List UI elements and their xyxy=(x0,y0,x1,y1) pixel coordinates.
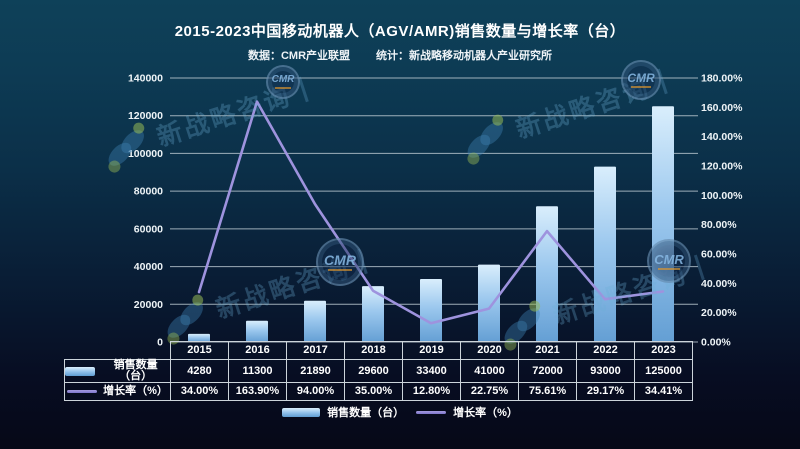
right-axis-tick-label: 180.00% xyxy=(701,73,743,85)
value-cell: 163.90% xyxy=(228,382,287,401)
value-cell: 75.61% xyxy=(518,382,577,401)
left-axis-tick-label: 60000 xyxy=(134,223,163,235)
sales-bar xyxy=(304,300,326,342)
sales-bar xyxy=(536,206,558,342)
header: 2015-2023中国移动机器人（AGV/AMR)销售数量与增长率（台） 数据：… xyxy=(0,20,800,63)
legend-item-sales: 销售数量（台） xyxy=(282,404,404,420)
value-cell: 29.17% xyxy=(576,382,635,401)
value-cell: 29600 xyxy=(344,359,403,383)
right-axis-tick-label: 80.00% xyxy=(701,219,737,231)
sales-bar xyxy=(478,264,500,342)
right-axis-tick-label: 100.00% xyxy=(701,190,743,202)
legend-bar-label: 销售数量（台） xyxy=(327,407,405,419)
left-axis-tick-label: 140000 xyxy=(128,73,163,85)
year-header-cell: 2020 xyxy=(460,341,519,360)
line-series-swatch-icon xyxy=(67,390,98,393)
page-title: 2015-2023中国移动机器人（AGV/AMR)销售数量与增长率（台） xyxy=(174,23,626,40)
value-cell: 33400 xyxy=(402,359,461,383)
value-cell: 34.41% xyxy=(634,382,693,401)
row-label-text: 增长率（%） xyxy=(103,385,168,397)
right-axis-tick-label: 120.00% xyxy=(701,161,743,173)
statistics-label: 统计：新战略移动机器人产业研究所 xyxy=(376,50,553,62)
growth-line xyxy=(197,100,665,325)
bar-series-swatch-icon xyxy=(65,366,96,376)
year-header-cell: 2023 xyxy=(634,341,693,360)
legend-item-growth: 增长率（%） xyxy=(416,404,518,420)
sales-bar xyxy=(420,279,442,342)
table-row: 销售数量（台） 4280 11300 21890 29600 33400 41000 7200… xyxy=(64,359,693,383)
value-cell: 4280 xyxy=(170,359,229,383)
right-axis-tick-label: 140.00% xyxy=(701,131,743,143)
row-label-text: 销售数量（台） xyxy=(113,359,158,382)
value-cell: 125000 xyxy=(634,359,693,383)
year-header-cell: 2016 xyxy=(228,341,287,360)
sales-bar xyxy=(188,333,210,342)
sales-bar xyxy=(652,106,674,343)
value-cell: 22.75% xyxy=(460,382,519,401)
sales-bar xyxy=(246,320,268,342)
value-cell: 12.80% xyxy=(402,382,461,401)
year-header-cell: 2017 xyxy=(286,341,345,360)
year-header-cell: 2019 xyxy=(402,341,461,360)
legend-line-label: 增长率（%） xyxy=(453,407,518,419)
legend: 销售数量（台） 增长率（%） xyxy=(0,404,800,420)
left-axis-tick-label: 80000 xyxy=(134,186,163,198)
table-row: 2015 2016 2017 2018 2019 2020 2021 2022 2023 xyxy=(65,341,693,360)
row-label-cell: 销售数量（台） xyxy=(64,359,171,383)
year-header-cell: 2015 xyxy=(170,341,229,360)
data-table: 2015 2016 2017 2018 2019 2020 2021 2022 2023 销售数量… xyxy=(64,341,693,401)
right-axis-tick-label: 40.00% xyxy=(701,278,737,290)
sales-bar xyxy=(594,166,616,342)
value-cell: 93000 xyxy=(576,359,635,383)
data-source-label: 数据：CMR产业联盟 xyxy=(247,50,351,62)
left-axis-tick-label: 100000 xyxy=(128,148,163,160)
table-corner-cell xyxy=(65,342,171,360)
value-cell: 41000 xyxy=(460,359,519,383)
right-axis-tick-label: 60.00% xyxy=(701,249,737,261)
right-axis-tick-label: 160.00% xyxy=(701,102,743,114)
chart-subtitle: 数据：CMR产业联盟 统计：新战略移动机器人产业研究所 xyxy=(0,47,800,63)
left-axis-tick-label: 120000 xyxy=(128,110,163,122)
left-axis-tick-label: 20000 xyxy=(134,299,163,311)
table-row: 增长率（%） 34.00% 163.90% 94.00% 35.00% 12.80% 22.… xyxy=(64,382,693,401)
value-cell: 94.00% xyxy=(286,382,345,401)
left-axis-tick-label: 0 xyxy=(157,337,163,349)
sales-bar xyxy=(362,286,384,342)
value-cell: 72000 xyxy=(518,359,577,383)
row-label-cell: 增长率（%） xyxy=(64,382,171,401)
year-header-cell: 2022 xyxy=(576,341,635,360)
line-series-swatch-icon xyxy=(416,410,447,414)
right-axis-tick-label: 20.00% xyxy=(701,307,737,319)
value-cell: 35.00% xyxy=(344,382,403,401)
year-header-cell: 2021 xyxy=(518,341,577,360)
year-header-cell: 2018 xyxy=(344,341,403,360)
value-cell: 34.00% xyxy=(170,382,229,401)
value-cell: 21890 xyxy=(286,359,345,383)
value-cell: 11300 xyxy=(228,359,287,383)
right-axis-tick-label: 0.00% xyxy=(701,337,731,349)
left-axis-tick-label: 40000 xyxy=(134,261,163,273)
bar-series-swatch-icon xyxy=(282,407,321,417)
